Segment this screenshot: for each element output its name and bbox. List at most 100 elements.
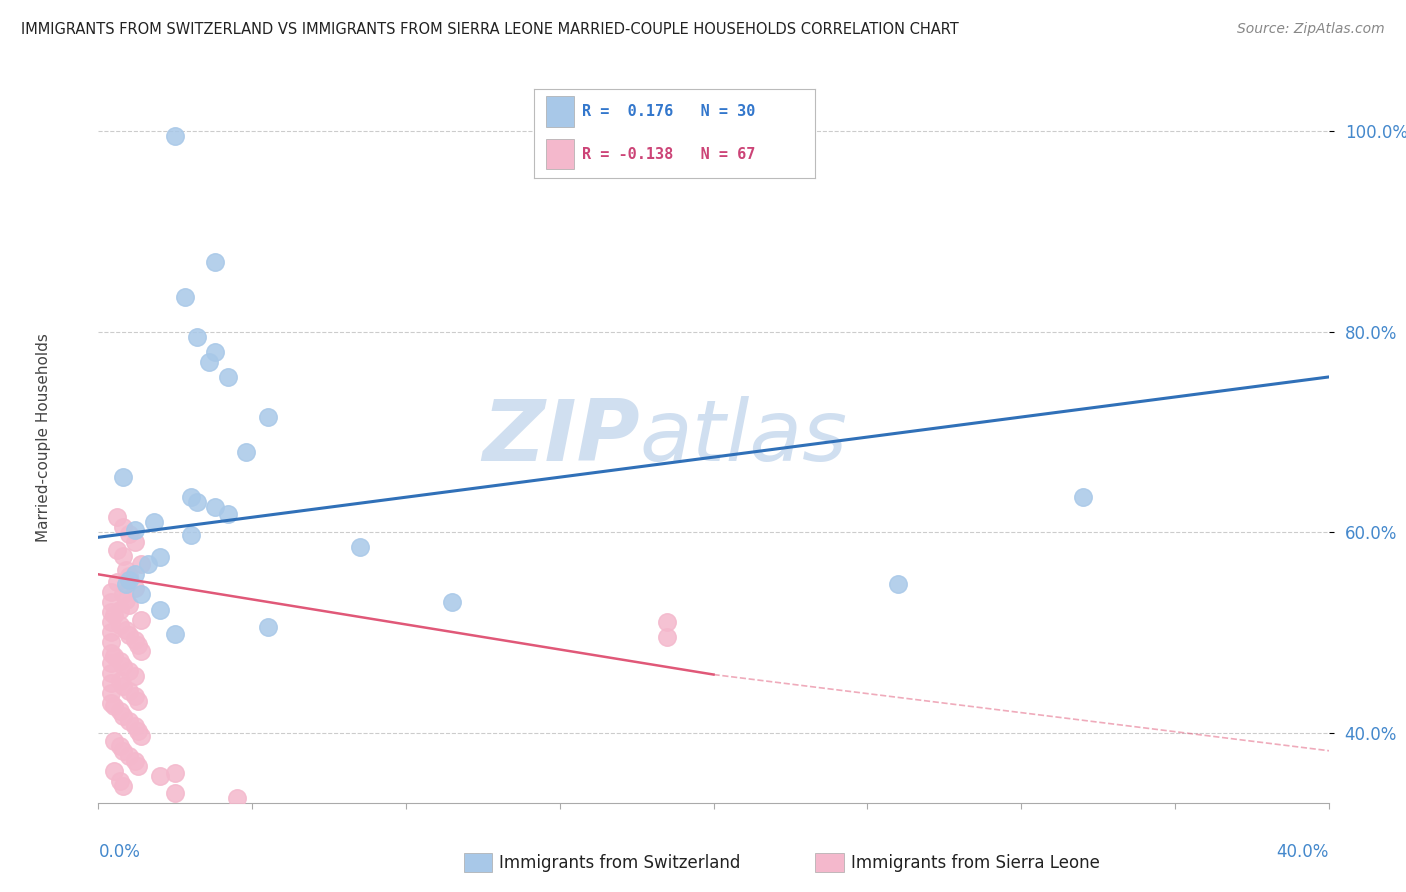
Point xyxy=(112,744,135,758)
Point xyxy=(115,577,138,591)
Point xyxy=(103,608,125,623)
Point xyxy=(180,528,202,542)
Point xyxy=(204,254,226,268)
Point xyxy=(127,693,149,707)
Point xyxy=(441,595,464,609)
Point xyxy=(118,628,141,642)
Point xyxy=(100,665,122,680)
Point xyxy=(235,445,257,459)
Point xyxy=(887,577,910,591)
Point xyxy=(115,593,138,607)
Point xyxy=(217,507,239,521)
Point xyxy=(115,563,138,577)
Point xyxy=(108,704,131,718)
Text: R =  0.176   N = 30: R = 0.176 N = 30 xyxy=(582,104,755,119)
Point xyxy=(100,656,122,670)
Text: Married-couple Households: Married-couple Households xyxy=(35,333,51,541)
Point xyxy=(165,786,187,800)
Point xyxy=(180,490,202,504)
Point xyxy=(112,708,135,723)
Point xyxy=(103,698,125,713)
Point xyxy=(100,646,122,660)
Point xyxy=(105,575,128,590)
Text: R = -0.138   N = 67: R = -0.138 N = 67 xyxy=(582,147,755,161)
Point xyxy=(112,658,135,673)
Point xyxy=(657,631,679,645)
Point xyxy=(124,523,146,537)
Point xyxy=(100,595,122,609)
Point xyxy=(124,689,146,703)
Point xyxy=(124,668,146,682)
Point xyxy=(204,500,226,515)
Text: Immigrants from Sierra Leone: Immigrants from Sierra Leone xyxy=(851,854,1099,871)
Point xyxy=(108,618,131,632)
Text: ZIP: ZIP xyxy=(482,395,640,479)
Point xyxy=(256,410,278,425)
Point xyxy=(112,520,135,534)
Point xyxy=(118,574,141,588)
Point xyxy=(165,129,187,144)
Point xyxy=(186,495,208,509)
Point xyxy=(198,355,221,369)
Point xyxy=(118,683,141,698)
Point xyxy=(349,541,371,555)
Text: IMMIGRANTS FROM SWITZERLAND VS IMMIGRANTS FROM SIERRA LEONE MARRIED-COUPLE HOUSE: IMMIGRANTS FROM SWITZERLAND VS IMMIGRANT… xyxy=(21,22,959,37)
Point xyxy=(186,330,208,344)
Point xyxy=(118,748,141,763)
Point xyxy=(100,615,122,630)
Point xyxy=(103,648,125,663)
Point xyxy=(100,696,122,710)
Text: 0.0%: 0.0% xyxy=(98,843,141,861)
Point xyxy=(149,603,172,617)
Point xyxy=(105,543,128,558)
Text: atlas: atlas xyxy=(640,395,848,479)
Point xyxy=(149,769,172,783)
Text: Source: ZipAtlas.com: Source: ZipAtlas.com xyxy=(1237,22,1385,37)
Text: 40.0%: 40.0% xyxy=(1277,843,1329,861)
Point xyxy=(256,620,278,634)
Point xyxy=(136,558,159,572)
Point xyxy=(131,558,153,572)
Point xyxy=(108,773,131,788)
Point xyxy=(124,582,146,596)
Point xyxy=(105,510,128,524)
Point xyxy=(115,624,138,638)
Point xyxy=(112,587,135,601)
Point xyxy=(118,527,141,541)
Point xyxy=(149,550,172,565)
Point xyxy=(124,535,146,549)
Point xyxy=(127,639,149,653)
Point xyxy=(108,653,131,667)
Point xyxy=(108,673,131,688)
Point xyxy=(100,625,122,640)
Bar xyxy=(546,96,574,127)
Point xyxy=(127,723,149,738)
Point xyxy=(131,729,153,743)
Point xyxy=(118,569,141,583)
Point xyxy=(204,345,226,359)
Point xyxy=(108,739,131,753)
Point xyxy=(118,599,141,613)
Point xyxy=(217,370,239,384)
Point xyxy=(100,606,122,620)
Point xyxy=(118,664,141,678)
Point xyxy=(103,764,125,778)
Point xyxy=(100,675,122,690)
Point xyxy=(131,587,153,601)
Point xyxy=(173,290,195,304)
Point xyxy=(127,758,149,772)
Text: Immigrants from Switzerland: Immigrants from Switzerland xyxy=(499,854,741,871)
Point xyxy=(124,719,146,733)
Point xyxy=(100,585,122,599)
Point xyxy=(124,567,146,582)
Point xyxy=(118,714,141,728)
Point xyxy=(657,615,679,630)
Point xyxy=(165,765,187,780)
Point xyxy=(131,614,153,628)
Point xyxy=(131,643,153,657)
Point xyxy=(112,549,135,564)
Point xyxy=(100,635,122,649)
Point xyxy=(225,790,247,805)
Point xyxy=(108,603,131,617)
Point xyxy=(142,515,165,529)
